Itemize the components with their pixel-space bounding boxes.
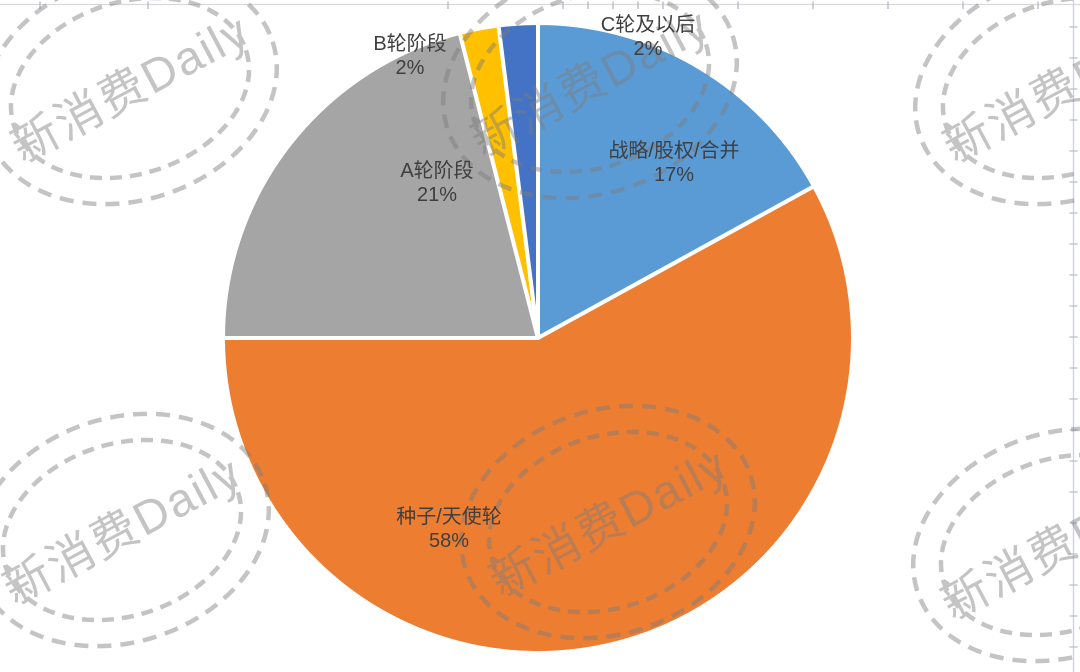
watermark-text: 新消费Daily [934,3,1080,173]
data-label-category: 战略/股权/合并 [608,140,740,162]
watermark-text: 新消费Daily [0,445,250,615]
pie-slice-C轮及以后[interactable] [496,20,540,340]
data-label-种子/天使轮: 种子/天使轮 58% [396,505,502,553]
watermark-text: 新消费Daily [2,3,258,173]
pie-slices-group [221,20,855,655]
watermark-stamp: 新消费Daily [912,0,1080,207]
data-label-A轮阶段: A轮阶段 21% [400,159,473,207]
data-label-category: B轮阶段 [373,33,447,55]
data-label-percent: 2% [633,38,663,60]
data-label-percent: 17% [653,164,695,186]
data-label-percent: 21% [416,184,458,206]
watermark-stamp: 新消费Daily [910,426,1080,664]
data-label-category: A轮阶段 [400,160,474,182]
data-label-percent: 58% [428,530,470,552]
data-label-战略/股权/合并: 战略/股权/合并 17% [608,139,739,187]
data-label-percent: 2% [395,57,425,79]
data-label-category: C轮及以后 [600,14,696,36]
pie-slice-A轮阶段[interactable] [221,30,540,340]
pie-slice-战略/股权/合并[interactable] [536,21,817,340]
pie-slice-种子/天使轮[interactable] [221,184,855,655]
data-label-category: 种子/天使轮 [396,506,502,528]
watermark-text: 新消费Daily [932,460,1080,630]
data-label-B轮阶段: B轮阶段 2% [373,32,446,80]
data-label-C轮及以后: C轮及以后 2% [601,13,695,61]
